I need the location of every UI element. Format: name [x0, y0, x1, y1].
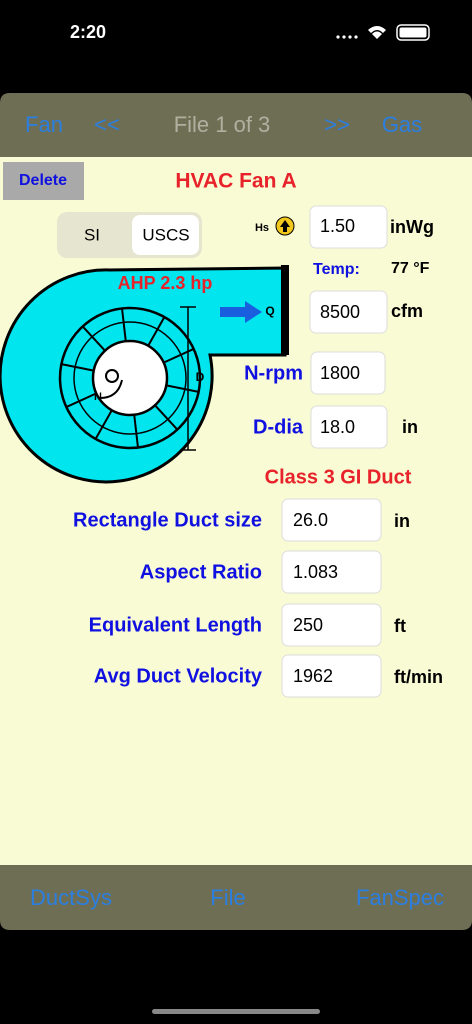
delete-button[interactable]	[3, 162, 84, 200]
clock: 2:20	[70, 22, 106, 42]
duct-label: Rectangle Duct size	[73, 509, 262, 531]
unit-si[interactable]: SI	[84, 225, 100, 244]
fan-blade	[121, 308, 127, 342]
tab-file[interactable]: File	[210, 885, 245, 910]
unit-uscs[interactable]: USCS	[142, 225, 189, 244]
tab-fanspec[interactable]: FanSpec	[356, 885, 444, 910]
duct-value[interactable]: 250	[293, 615, 323, 635]
n-label: N	[94, 391, 102, 403]
flow-value[interactable]: 8500	[320, 302, 360, 322]
top-bar	[0, 93, 472, 157]
status-icons	[336, 24, 430, 41]
diameter-label: D-dia	[253, 416, 304, 438]
duct-unit: ft/min	[394, 667, 443, 687]
duct-value[interactable]: 1962	[293, 666, 333, 686]
delete-label[interactable]: Delete	[19, 172, 67, 189]
duct-value[interactable]: 26.0	[293, 510, 328, 530]
pressure-input[interactable]	[309, 205, 388, 249]
duct-unit: ft	[394, 616, 406, 636]
nav-gas[interactable]: Gas	[382, 112, 422, 137]
unit-selected	[132, 215, 199, 255]
nav-next[interactable]: >>	[324, 112, 350, 137]
duct-label: Equivalent Length	[89, 614, 262, 636]
pressure-unit: inWg	[390, 217, 434, 237]
bottom-bar	[0, 865, 472, 930]
fan-blade	[163, 348, 195, 364]
duct-label: Avg Duct Velocity	[94, 665, 263, 687]
flow-input[interactable]	[309, 290, 388, 334]
diameter-value[interactable]: 18.0	[320, 417, 355, 437]
title: HVAC Fan A	[175, 170, 296, 193]
nav-fan[interactable]: Fan	[25, 112, 63, 137]
duct-input[interactable]	[281, 603, 382, 647]
fan-blade	[81, 325, 106, 352]
d-label: D	[196, 370, 205, 384]
duct-input[interactable]	[281, 550, 382, 594]
q-label: Q	[265, 304, 274, 318]
fan-blade	[166, 384, 199, 393]
temp-value: 77 °F	[391, 260, 430, 277]
flow-unit: cfm	[391, 301, 423, 321]
diameter-input[interactable]	[310, 405, 388, 449]
speed-input[interactable]	[310, 351, 386, 395]
duct-input[interactable]	[281, 654, 382, 698]
power-label: AHP 2.3 hp	[118, 273, 213, 293]
fan-blade	[65, 392, 97, 408]
fan-diagram	[0, 216, 295, 484]
nav-prev[interactable]: <<	[94, 112, 120, 137]
duct-value[interactable]: 1.083	[293, 562, 338, 582]
temp-label: Temp:	[313, 261, 360, 278]
file-indicator: File 1 of 3	[174, 112, 271, 137]
fan-blade	[133, 414, 139, 448]
home-indicator	[152, 1009, 320, 1014]
speed-label: N-rpm	[244, 362, 303, 384]
duct-label: Aspect Ratio	[140, 561, 262, 583]
speed-value[interactable]: 1800	[320, 363, 360, 383]
hs-label: Hs	[255, 222, 269, 234]
fan-blade	[147, 316, 166, 347]
tab-ductsys[interactable]: DuctSys	[30, 885, 112, 910]
fan-blade	[94, 409, 113, 440]
duct-input[interactable]	[281, 498, 382, 542]
fan-blade	[61, 363, 94, 372]
pressure-value[interactable]: 1.50	[320, 216, 355, 236]
fan-blade	[154, 404, 179, 431]
duct-unit: in	[394, 511, 410, 531]
diameter-unit: in	[402, 417, 418, 437]
duct-title: Class 3 GI Duct	[265, 466, 412, 488]
